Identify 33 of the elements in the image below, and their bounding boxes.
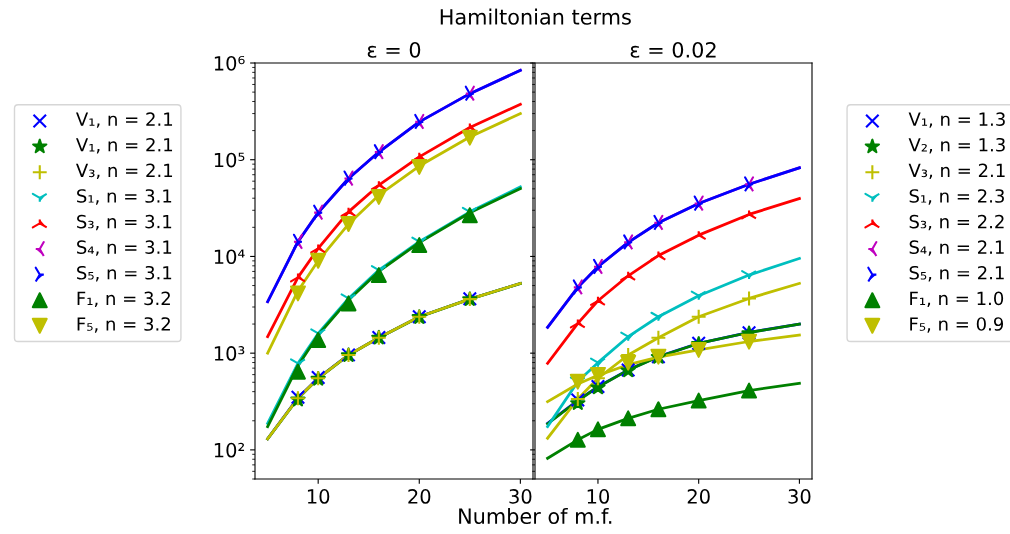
legend-label: F₁, n = 3.2 xyxy=(77,291,170,308)
legend-label: S₃, n = 2.2 xyxy=(909,214,1004,231)
legend-label: F₅, n = 3.2 xyxy=(77,317,170,333)
legend-label: S₁, n = 2.3 xyxy=(909,189,1004,205)
x-tick-label: 30 xyxy=(509,489,532,504)
legend-label: S₅, n = 2.1 xyxy=(909,265,1004,282)
legend-label: S₁, n = 3.1 xyxy=(77,189,172,205)
x-tick-label: 10 xyxy=(307,489,330,504)
legend-label: F₁, n = 1.0 xyxy=(910,291,1004,308)
legend-label: V₃, n = 2.1 xyxy=(76,163,173,180)
legend-label: S₅, n = 3.1 xyxy=(77,265,172,282)
x-tick-label: 20 xyxy=(408,489,431,504)
legend-label: S₄, n = 2.1 xyxy=(909,240,1004,256)
x-tick-label: 20 xyxy=(687,489,710,504)
y-tick-label: 10⁵ xyxy=(214,152,245,168)
x-axis-title: Number of m.f. xyxy=(459,507,612,525)
chart-subtitle: ε = 0 xyxy=(367,41,421,58)
legend-label: V₁, n = 1.3 xyxy=(908,112,1005,128)
legend-label: V₂, n = 1.3 xyxy=(908,137,1005,154)
legend-label: S₃, n = 3.1 xyxy=(77,214,172,231)
legend-label: V₁, n = 2.1 xyxy=(76,137,173,154)
legend-label: F₅, n = 0.9 xyxy=(910,317,1004,333)
chart-title: Hamiltonian terms xyxy=(440,8,631,25)
y-tick-label: 10⁴ xyxy=(214,249,245,265)
legend-label: V₁, n = 2.1 xyxy=(76,112,173,128)
x-tick-label: 30 xyxy=(788,489,811,504)
chart-subtitle: ε = 0.02 xyxy=(630,41,716,58)
legend-label: S₄, n = 3.1 xyxy=(77,240,172,256)
y-tick-label: 10³ xyxy=(214,346,245,361)
y-tick-label: 10² xyxy=(214,442,245,458)
legend-label: V₃, n = 2.1 xyxy=(908,163,1005,180)
y-tick-label: 10⁶ xyxy=(214,55,245,71)
x-tick-label: 10 xyxy=(587,489,610,504)
